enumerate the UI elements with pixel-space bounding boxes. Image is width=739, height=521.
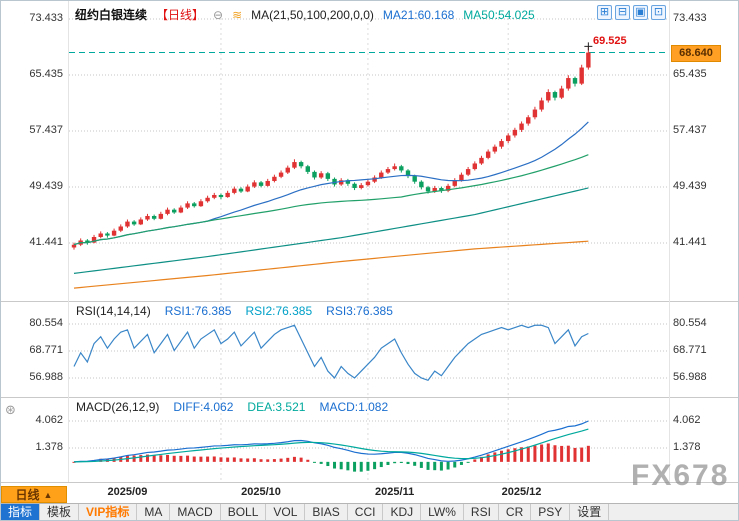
toolbar-tab-LW%[interactable]: LW% (421, 504, 464, 520)
period-tag: 【日线】 (156, 8, 205, 22)
main-y-3-left: 49.439 (29, 180, 63, 192)
main-chart-header: 纽约白银连续 【日线】 ⊖ ≋ MA(21,50,100,200,0,0) MA… (75, 6, 535, 23)
macd-hist-value: MACD:1.082 (319, 400, 389, 414)
toolbar-tab-PSY[interactable]: PSY (531, 504, 571, 520)
rsi2-value: RSI2:76.385 (245, 304, 313, 318)
period-label: 日线 (15, 488, 40, 502)
x-axis-label-3: 2025/12 (501, 486, 542, 498)
toolbar-tab-VIP指标[interactable]: VIP指标 (79, 504, 138, 520)
main-y-4-right: 41.441 (673, 236, 707, 248)
layout-icon-group: ⊞ ⊟ ▣ ⊡ (597, 5, 666, 20)
main-y-4-left: 41.441 (29, 236, 63, 248)
triangle-up-icon: ▲ (43, 489, 53, 500)
macd-dea-value: DEA:3.521 (247, 400, 306, 414)
macd-header: MACD(26,12,9) DIFF:4.062 DEA:3.521 MACD:… (76, 400, 388, 414)
main-y-3-right: 49.439 (673, 180, 707, 192)
main-y-0-left: 73.433 (29, 12, 63, 24)
period-selector[interactable]: 日线 ▲ (1, 486, 67, 503)
main-y-2-left: 57.437 (29, 124, 63, 136)
rsi-title: RSI(14,14,14) (76, 304, 151, 318)
single-pane-icon[interactable]: ▣ (633, 5, 648, 20)
x-axis-label-1: 2025/10 (241, 486, 281, 498)
macd-y-1-left: 1.378 (35, 440, 63, 453)
rsi3-value: RSI3:76.385 (326, 304, 393, 318)
toolbar-tabs: 指标 模板 VIP指标 MA MACD BOLL VOL BIAS CCI KDJ LW% RSI CR… (1, 503, 738, 520)
high-price-label: 69.525 (593, 35, 627, 47)
rsi-y-0-left: 80.554 (29, 317, 63, 329)
ma-settings-label: MA(21,50,100,200,0,0) (251, 7, 374, 22)
toolbar-tab-MA[interactable]: MA (137, 504, 171, 520)
main-y-1-left: 65.435 (29, 68, 63, 80)
rsi-y-0-right: 80.554 (673, 317, 707, 329)
ma-palette-icon[interactable]: ≋ (232, 7, 243, 22)
last-price-tag: 68.640 (671, 45, 721, 62)
toolbar-tab-BOLL[interactable]: BOLL (221, 504, 267, 520)
expand-pane-icon[interactable]: ⊡ (651, 5, 666, 20)
rsi-y-1-right: 68.771 (673, 344, 707, 356)
main-y-2-right: 57.437 (673, 124, 707, 136)
toolbar-tab-指标[interactable]: 指标 (1, 504, 41, 520)
main-y-0-right: 73.433 (673, 12, 707, 24)
toolbar-tab-CR[interactable]: CR (499, 504, 532, 520)
toolbar-tab-BIAS[interactable]: BIAS (305, 504, 348, 520)
instrument-title: 纽约白银连续 (75, 8, 148, 22)
macd-diff-value: DIFF:4.062 (173, 400, 234, 414)
rsi-header: RSI(14,14,14) RSI1:76.385 RSI2:76.385 RS… (76, 304, 393, 318)
watermark: FX678 (631, 459, 730, 492)
toolbar-tab-CCI[interactable]: CCI (348, 504, 384, 520)
toolbar-tab-模板[interactable]: 模板 (40, 504, 80, 520)
main-y-1-right: 65.435 (673, 68, 707, 80)
collapse-icon[interactable]: ⊖ (213, 7, 224, 22)
rsi-y-1-left: 68.771 (29, 344, 63, 356)
rsi-y-2-right: 56.988 (673, 371, 707, 383)
x-axis-label-0: 2025/09 (107, 486, 148, 498)
grid-layout-icon[interactable]: ⊞ (597, 5, 612, 20)
ma50-value: MA50:54.025 (463, 7, 535, 22)
rsi1-value: RSI1:76.385 (164, 304, 232, 318)
toolbar-tab-RSI[interactable]: RSI (464, 504, 499, 520)
split-layout-icon[interactable]: ⊟ (615, 5, 630, 20)
macd-settings-icon[interactable]: ⊛ (5, 402, 16, 417)
rsi-y-2-left: 56.988 (29, 371, 63, 383)
toolbar-tab-设置[interactable]: 设置 (570, 504, 610, 520)
x-axis-label-2: 2025/11 (375, 486, 415, 498)
macd-y-0-left: 4.062 (35, 414, 63, 426)
toolbar-tab-KDJ[interactable]: KDJ (383, 504, 422, 520)
toolbar-tab-VOL[interactable]: VOL (266, 504, 306, 520)
toolbar-tab-MACD[interactable]: MACD (170, 504, 221, 520)
macd-y-1-right: 1.378 (673, 440, 701, 453)
macd-title: MACD(26,12,9) (76, 400, 160, 414)
macd-y-0-right: 4.062 (673, 414, 701, 426)
ma21-value: MA21:60.168 (382, 7, 455, 22)
